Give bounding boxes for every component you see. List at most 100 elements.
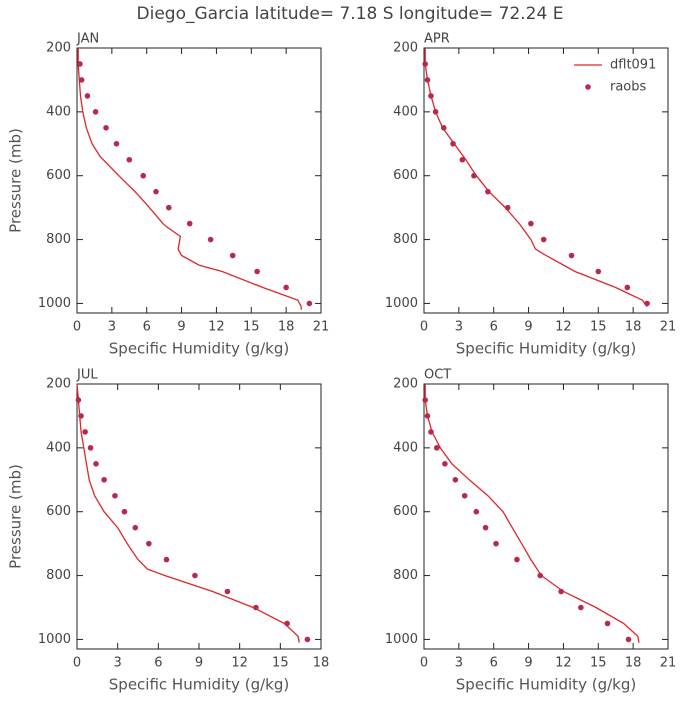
y-tick-label: 1000	[385, 632, 418, 647]
x-tick-label: 0	[73, 656, 81, 671]
y-tick-label: 400	[393, 104, 418, 119]
raob-point	[306, 300, 313, 307]
raob-point	[625, 636, 632, 643]
y-tick-label: 600	[46, 168, 71, 183]
raob-point	[432, 109, 439, 115]
raob-point	[422, 61, 428, 67]
raob-point	[92, 109, 99, 115]
y-tick-label: 200	[46, 41, 71, 56]
raob-point	[78, 413, 84, 419]
x-tick-label: 0	[73, 320, 81, 335]
x-tick-label: 3	[108, 320, 116, 335]
raob-point	[140, 172, 147, 179]
raob-point	[186, 220, 193, 227]
y-tick-label: 800	[393, 568, 418, 583]
raob-point	[471, 172, 477, 179]
plot-frame	[76, 47, 322, 314]
y-tick-label: 600	[46, 504, 71, 519]
raob-point	[485, 188, 491, 195]
x-tick-label: 6	[490, 656, 498, 671]
x-tick-label: 0	[420, 656, 428, 671]
plot-frame	[423, 47, 669, 314]
raob-point	[604, 620, 611, 627]
raob-point	[254, 268, 260, 275]
raob-point	[304, 636, 311, 643]
raob-point	[103, 125, 109, 131]
raob-point	[77, 61, 83, 67]
x-tick-label: 18	[625, 320, 642, 335]
raob-point	[121, 508, 128, 515]
raob-point	[595, 268, 602, 275]
model-line	[77, 48, 302, 310]
raob-point	[283, 284, 289, 291]
raob-point	[112, 492, 118, 499]
x-tick-label: 18	[278, 320, 295, 335]
y-tick-label: 200	[393, 377, 418, 392]
y-tick-label: 1000	[38, 632, 71, 647]
raob-point	[504, 204, 511, 211]
x-axis-label: Specific Humidity (g/kg)	[456, 340, 636, 358]
raob-point	[229, 252, 236, 259]
x-tick-label: 6	[143, 320, 151, 335]
raob-point	[537, 572, 543, 579]
raob-point	[578, 604, 584, 611]
y-axis-label: Pressure (mb)	[7, 128, 25, 233]
y-tick-label: 800	[393, 232, 418, 247]
plot-frame	[76, 383, 322, 650]
x-tick-label: 18	[313, 656, 330, 671]
raob-point	[422, 397, 428, 403]
y-axis-label: Pressure (mb)	[7, 464, 25, 569]
x-tick-label: 15	[243, 320, 260, 335]
model-line	[424, 384, 640, 643]
legend-box	[570, 54, 658, 98]
panel-label: JAN	[76, 32, 99, 47]
raob-point	[473, 508, 480, 515]
x-tick-label: 12	[555, 320, 572, 335]
x-tick-label: 3	[455, 320, 463, 335]
y-tick-label: 800	[46, 568, 71, 583]
raob-point	[153, 188, 159, 195]
panel-label: APR	[424, 32, 450, 47]
raob-point	[75, 397, 82, 403]
x-tick-label: 0	[420, 320, 428, 335]
raob-point	[253, 604, 259, 611]
y-tick-label: 400	[393, 440, 418, 455]
x-tick-label: 12	[555, 656, 572, 671]
y-tick-label: 400	[46, 104, 71, 119]
y-tick-label: 400	[46, 440, 71, 455]
raob-point	[450, 140, 456, 147]
raob-point	[224, 588, 231, 595]
x-tick-label: 15	[272, 656, 289, 671]
raob-point	[424, 413, 431, 419]
x-tick-label: 6	[154, 656, 162, 671]
x-tick-label: 18	[625, 656, 642, 671]
raob-point	[87, 445, 94, 451]
raob-point	[528, 220, 534, 227]
panel-label: JUL	[76, 368, 98, 383]
model-line	[76, 383, 300, 643]
x-tick-label: 9	[524, 320, 532, 335]
raob-point	[624, 284, 631, 291]
raob-point	[163, 556, 170, 563]
x-axis-label: Specific Humidity (g/kg)	[109, 340, 289, 358]
raob-point	[207, 236, 214, 243]
legend-label: dflt091	[610, 58, 656, 73]
raob-point	[424, 77, 431, 83]
x-tick-label: 15	[590, 320, 607, 335]
raob-point	[132, 524, 139, 531]
x-tick-label: 6	[490, 320, 498, 335]
raob-point	[146, 540, 152, 547]
x-tick-label: 15	[590, 656, 607, 671]
x-tick-label: 9	[177, 320, 185, 335]
raob-point	[514, 556, 520, 563]
raob-point	[78, 77, 85, 83]
raob-point	[461, 492, 468, 499]
x-tick-label: 21	[660, 320, 677, 335]
y-tick-label: 1000	[385, 296, 418, 311]
y-tick-label: 200	[393, 41, 418, 56]
raob-point	[440, 125, 447, 131]
raob-point	[165, 204, 172, 211]
raob-point	[433, 445, 440, 451]
raob-point	[540, 236, 547, 243]
raob-point	[482, 524, 489, 531]
